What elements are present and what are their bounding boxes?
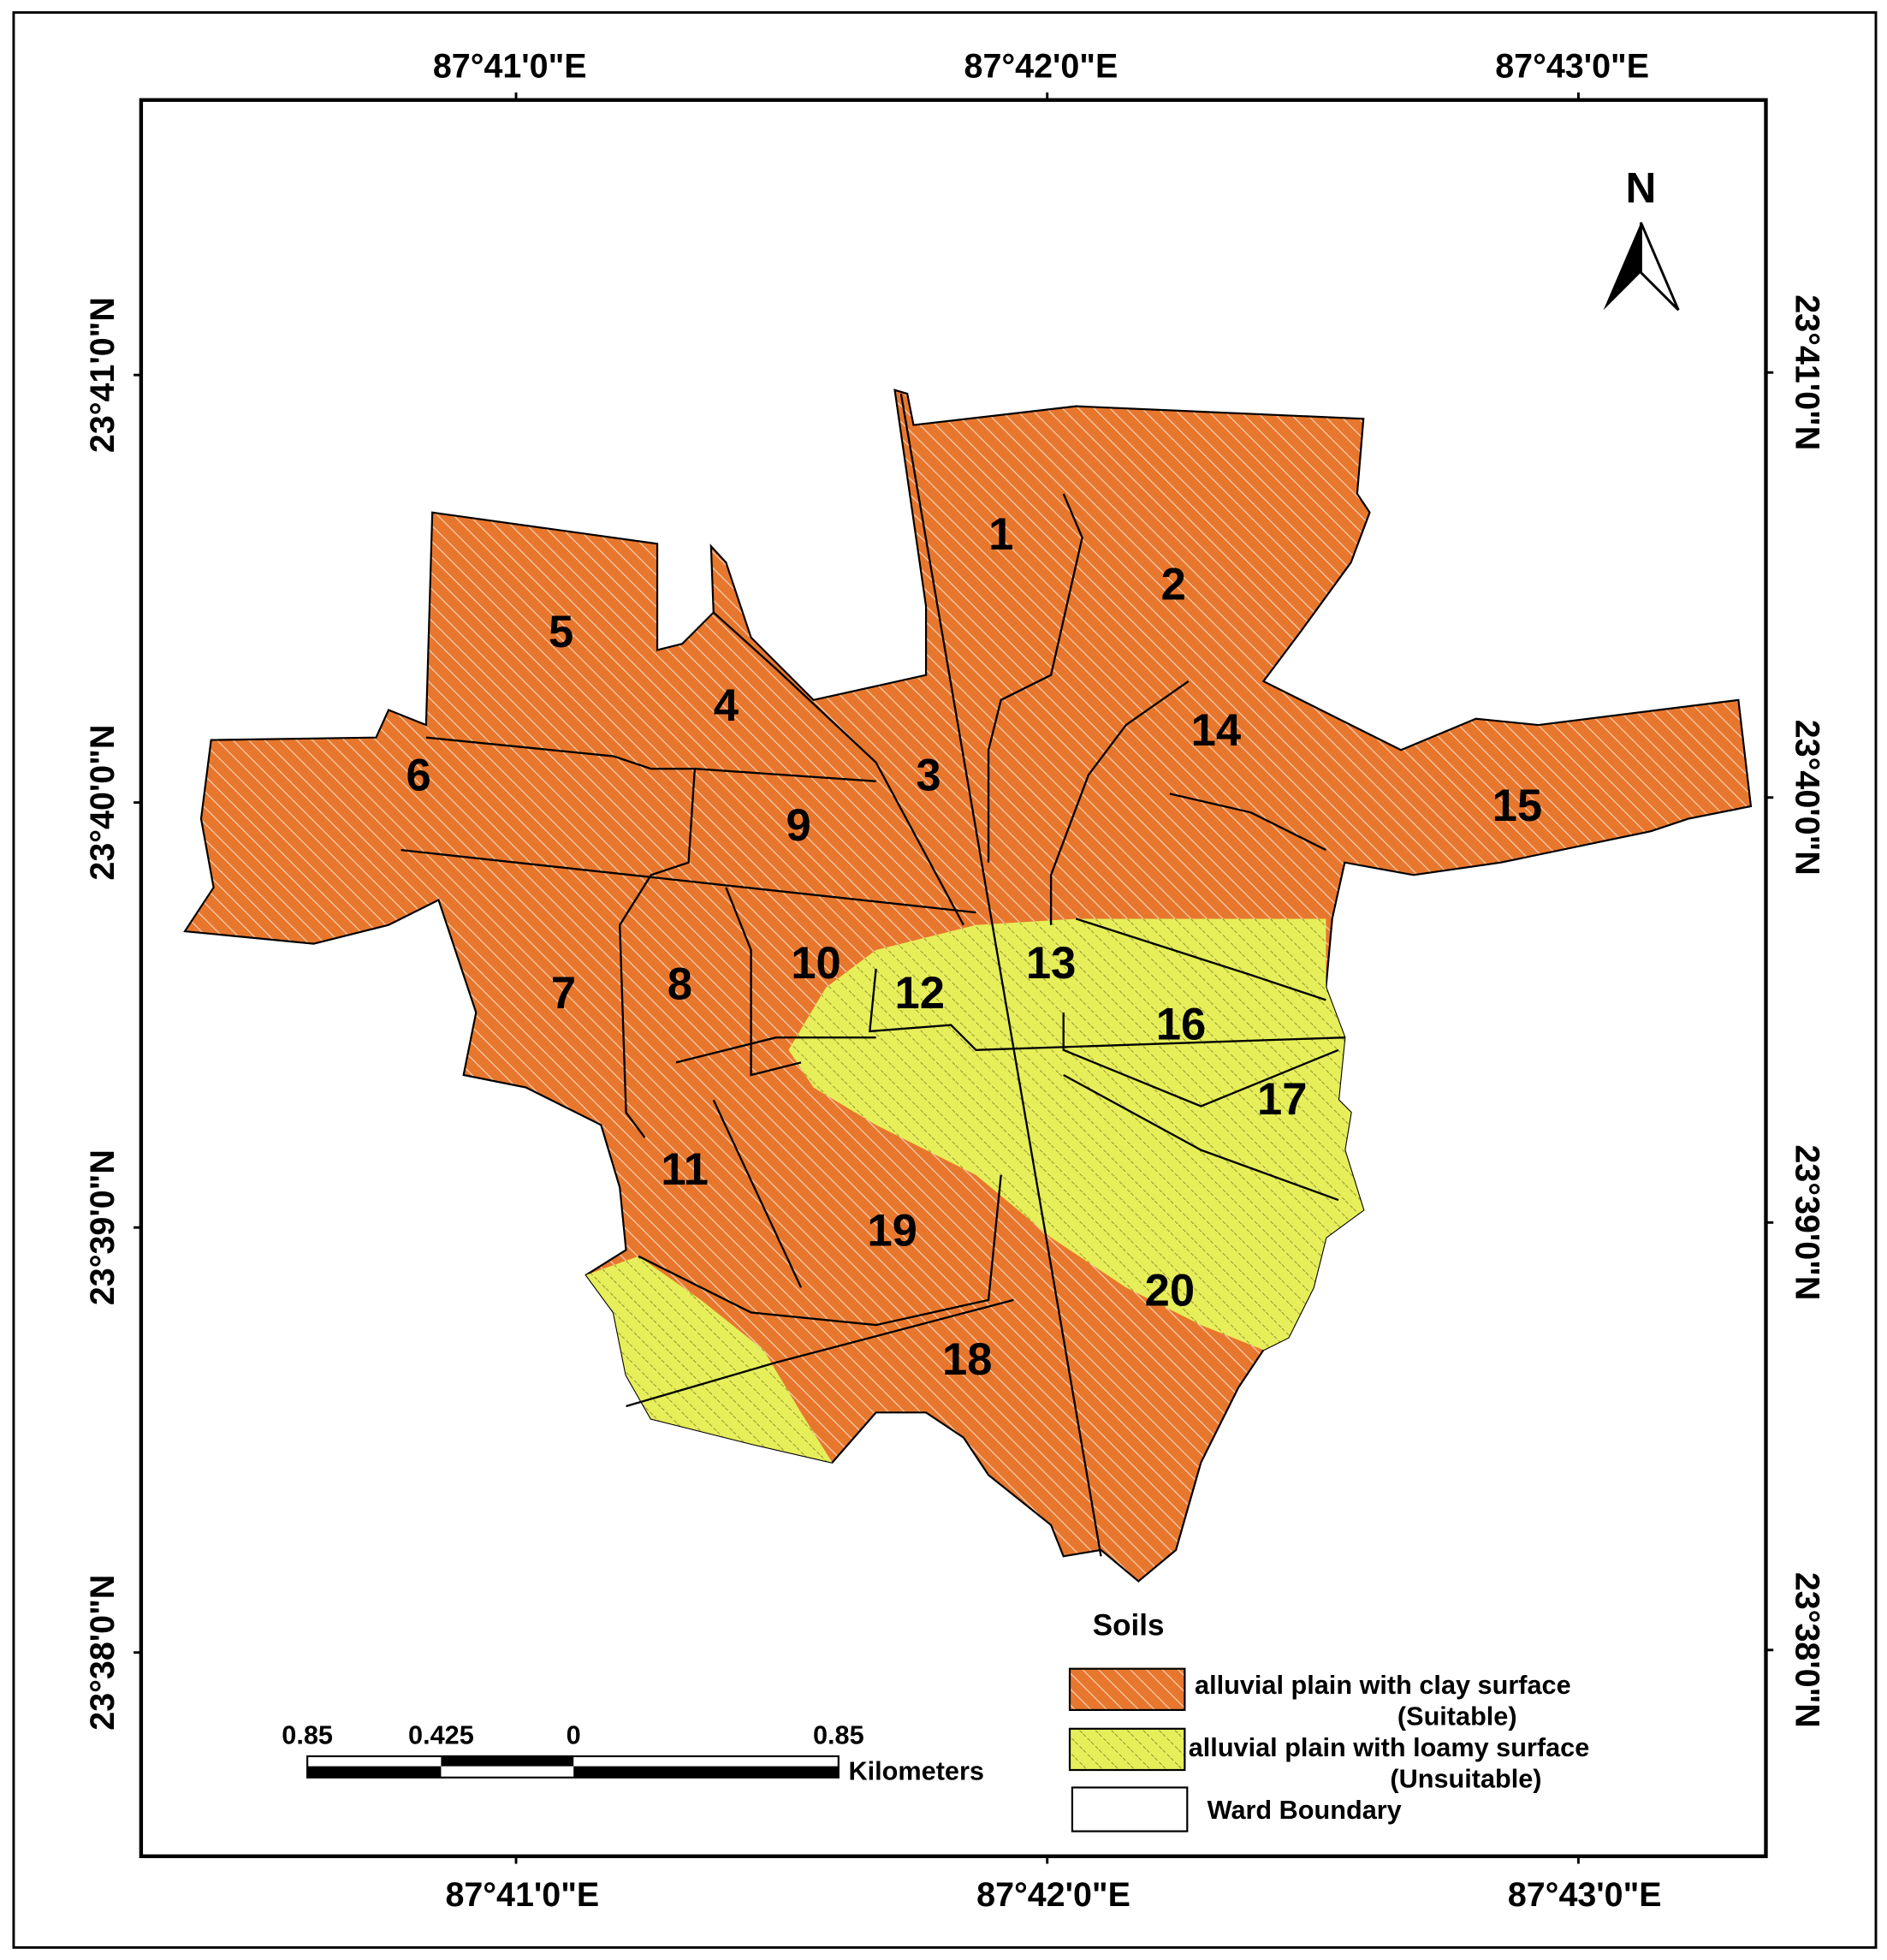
outer-frame [12, 11, 1878, 1949]
ward-label: 18 [942, 1334, 992, 1385]
ward-label: 13 [1026, 938, 1076, 989]
latitude-label: 23°39'0"N [84, 1149, 122, 1305]
longitude-label: 87°41'0"E [433, 48, 587, 86]
latitude-label: 23°41'0"N [84, 297, 122, 453]
legend-title: Soils [1093, 1608, 1165, 1642]
legend-label: alluvial plain with clay surface [1195, 1671, 1571, 1700]
ward-label: 16 [1156, 999, 1206, 1049]
legend-swatch [1068, 1667, 1186, 1712]
ward-label: 11 [661, 1144, 709, 1195]
legend-note: (Suitable) [1397, 1702, 1517, 1731]
ward-label: 4 [714, 680, 739, 731]
ward-label: 6 [406, 751, 430, 801]
north-label: N [1626, 164, 1657, 212]
ward-label: 1 [988, 509, 1013, 560]
ward-label: 2 [1161, 559, 1186, 609]
ward-label: 7 [551, 968, 576, 1019]
ward-label: 5 [549, 607, 573, 657]
longitude-label: 87°42'0"E [964, 48, 1119, 86]
ward-label: 10 [791, 938, 840, 989]
ward-boundaries [401, 393, 1345, 1557]
scale-label: 0.85 [813, 1720, 864, 1749]
scale-bar [306, 1755, 840, 1779]
scale-unit: Kilometers [849, 1757, 984, 1786]
latitude-label: 23°40'0"N [1789, 720, 1826, 876]
latitude-label: 23°38'0"N [1789, 1572, 1826, 1728]
loamy-soil-area [585, 1256, 833, 1463]
graticule-ticks [134, 92, 1774, 1864]
longitude-label: 87°43'0"E [1495, 48, 1649, 86]
legend-label: alluvial plain with loamy surface [1189, 1733, 1590, 1762]
scale-label: 0 [567, 1720, 581, 1749]
ward-label: 9 [786, 800, 810, 851]
latitude-label: 23°38'0"N [84, 1575, 122, 1731]
legend-note: (Unsuitable) [1390, 1764, 1541, 1793]
latitude-label: 23°40'0"N [84, 725, 122, 881]
ward-label: 17 [1257, 1074, 1307, 1125]
scale-label: 0.425 [408, 1720, 474, 1749]
scale-label: 0.85 [282, 1720, 333, 1749]
ward-label: 3 [916, 751, 941, 801]
ward-label: 14 [1191, 705, 1241, 756]
ward-label: 8 [668, 959, 692, 1010]
north-arrow [1639, 222, 1680, 312]
longitude-label: 87°41'0"E [445, 1876, 599, 1914]
ward-label: 20 [1145, 1265, 1195, 1316]
latitude-label: 23°41'0"N [1789, 294, 1826, 450]
ward-label: 15 [1492, 781, 1542, 831]
longitude-label: 87°42'0"E [976, 1876, 1130, 1914]
legend-swatch [1071, 1786, 1189, 1832]
latitude-label: 23°39'0"N [1789, 1144, 1826, 1300]
ward-label: 19 [867, 1205, 917, 1256]
ward-label: 12 [895, 968, 945, 1019]
north-arrow [1603, 222, 1641, 311]
legend-swatch [1068, 1727, 1186, 1772]
longitude-label: 87°43'0"E [1508, 1876, 1662, 1914]
legend-label: Ward Boundary [1208, 1796, 1402, 1825]
map-frame [139, 98, 1768, 1858]
